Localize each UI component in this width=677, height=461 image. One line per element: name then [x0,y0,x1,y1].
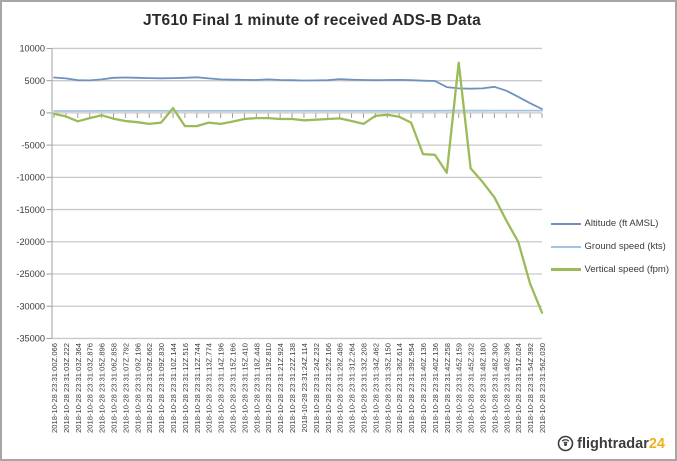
x-tick-label: 2018-10-28 23:31:39Z.954 [407,343,416,433]
x-tick-label: 2018-10-28 23:31:03Z.222 [62,343,71,433]
x-tick-label: 2018-10-28 23:31:06Z.858 [110,343,119,433]
x-tick-label: 2018-10-28 23:31:35Z.150 [383,343,392,433]
vertical-speed-line-swatch [550,268,581,271]
x-tick-label: 2018-10-28 23:31:07Z.792 [121,343,130,433]
y-tick-label: -35000 [16,334,45,344]
x-tick-label: 2018-10-28 23:31:34Z.462 [371,343,380,433]
y-tick-label: 0 [40,108,45,118]
y-tick-label: -20000 [16,237,45,247]
legend-item-altitude: Altitude (ft AMSL) [550,218,669,229]
x-tick-label: 2018-10-28 23:31:21Z.924 [276,343,285,433]
x-tick-label: 2018-10-28 23:31:18Z.448 [252,343,261,433]
x-tick-label: 2018-10-28 23:31:36Z.614 [395,343,404,433]
legend-item-vertical-speed: Vertical speed (fpm) [550,264,669,275]
x-tick-label: 2018-10-28 23:31:09Z.662 [145,343,154,433]
x-tick-label: 2018-10-28 23:31:22Z.138 [288,343,297,433]
x-tick-label: 2018-10-28 23:31:24Z.232 [312,343,321,433]
x-tick-label: 2018-10-28 23:31:14Z.196 [217,343,226,433]
x-tick-label: 2018-10-28 23:31:09Z.830 [157,343,166,433]
x-tick-label: 2018-10-28 23:31:05Z.896 [98,343,107,433]
x-tick-label: 2018-10-28 23:31:09Z.196 [133,343,142,433]
x-tick-label: 2018-10-28 23:31:42Z.258 [443,343,452,433]
series-line-0 [53,76,543,110]
x-tick-label: 2018-10-28 23:31:31Z.264 [348,343,357,433]
x-tick-label: 2018-10-28 23:31:15Z.166 [229,343,238,433]
flightradar24-logo: flightradar24 [557,435,665,452]
legend-item-ground-speed: Ground speed (kts) [550,241,669,252]
x-tick-label: 2018-10-28 23:31:33Z.208 [359,343,368,433]
logo-suffix-24: 24 [648,435,665,452]
x-tick-label: 2018-10-28 23:31:51Z.024 [514,343,523,433]
legend-label-vertical-speed: Vertical speed (fpm) [584,264,669,275]
y-tick-label: -25000 [16,269,45,279]
x-tick-label: 2018-10-28 23:31:12Z.744 [193,343,202,433]
x-tick-label: 2018-10-28 23:31:03Z.876 [86,343,95,433]
x-tick-label: 2018-10-28 23:31:00Z.066 [50,343,59,433]
x-tick-label: 2018-10-28 23:31:03Z.364 [74,343,83,433]
x-tick-label: 2018-10-28 23:31:13Z.774 [205,343,214,433]
legend-label-ground-speed: Ground speed (kts) [584,241,666,252]
y-tick-label: -5000 [22,140,46,150]
x-tick-label: 2018-10-28 23:31:45Z.232 [467,343,476,433]
series-line-2 [52,61,544,314]
logo-text: flightradar24 [577,435,665,452]
legend-label-altitude: Altitude (ft AMSL) [584,218,659,229]
altitude-line-swatch [550,222,581,225]
ground-speed-line-swatch [550,245,581,248]
x-tick-label: 2018-10-28 23:31:15Z.410 [240,343,249,433]
chart-title: JT610 Final 1 minute of received ADS-B D… [143,12,481,29]
radar-icon [557,435,574,452]
y-tick-label: 10000 [19,44,45,54]
y-tick-label: -15000 [16,205,45,215]
x-tick-label: 2018-10-28 23:31:45Z.159 [455,343,464,433]
legend: Altitude (ft AMSL) Ground speed (kts) Ve… [550,218,669,275]
x-tick-label: 2018-10-28 23:31:12Z.516 [181,343,190,433]
x-tick-label: 2018-10-28 23:31:48Z.396 [502,343,511,433]
y-tick-label: -30000 [16,301,45,311]
x-tick-label: 2018-10-28 23:31:48Z.300 [490,343,499,433]
x-tick-label: 2018-10-28 23:31:40Z.136 [419,343,428,433]
x-tick-label: 2018-10-28 23:31:28Z.486 [336,343,345,433]
x-tick-label: 2018-10-28 23:31:56Z.030 [538,343,547,433]
x-tick-label: 2018-10-28 23:31:19Z.810 [264,343,273,433]
y-tick-label: 5000 [25,76,45,86]
y-tick-label: -10000 [16,173,45,183]
x-tick-label: 2018-10-28 23:31:10Z.144 [169,343,178,433]
x-tick-label: 2018-10-28 23:31:54Z.392 [526,343,535,433]
x-tick-label: 2018-10-28 23:31:48Z.180 [478,343,487,433]
x-tick-label: 2018-10-28 23:31:24Z.114 [300,343,309,432]
x-tick-label: 2018-10-28 23:31:25Z.166 [324,343,333,433]
x-tick-label: 2018-10-28 23:31:40Z.136 [431,343,440,433]
